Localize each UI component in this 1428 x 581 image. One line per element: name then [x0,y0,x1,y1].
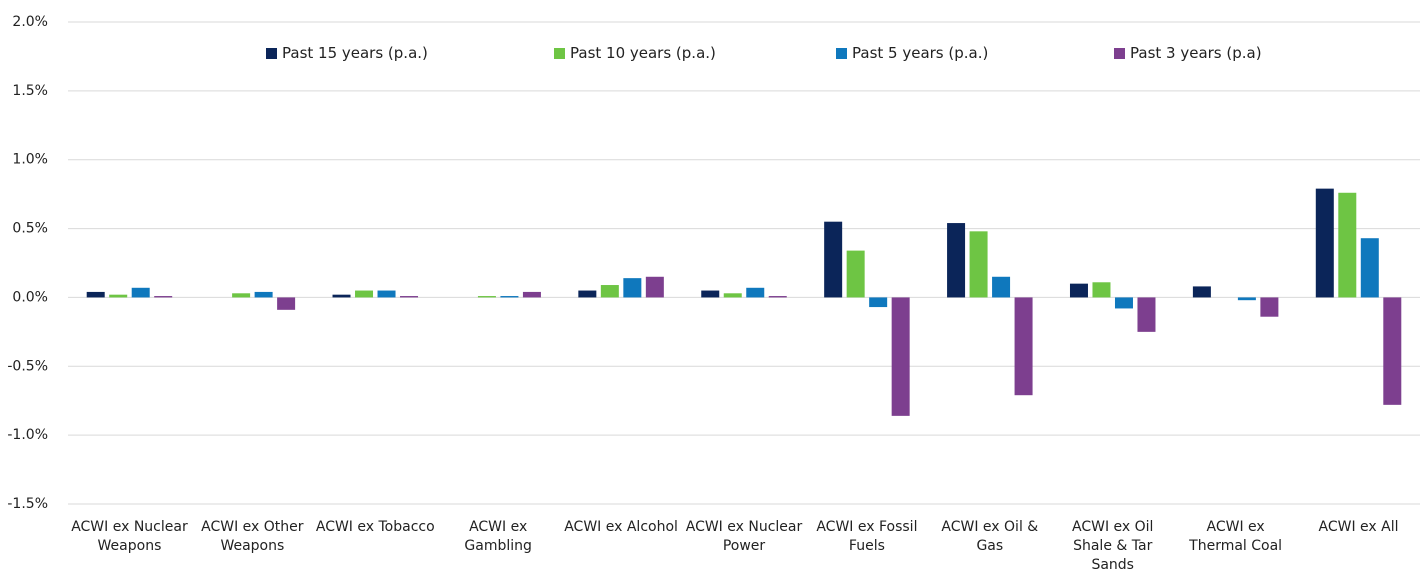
bar [400,296,419,298]
bar [109,294,128,298]
legend: Past 15 years (p.a.) Past 10 years (p.a.)… [266,44,1392,62]
bar [332,294,351,298]
bar [869,297,888,308]
legend-swatch [554,47,565,59]
y-tick-label: 1.0% [12,152,48,168]
legend-item: Past 10 years (p.a.) [554,44,836,62]
bar [232,293,251,298]
bar [891,297,910,416]
x-tick-label: ACWI ex Fossil Fuels [816,519,918,554]
bar [1192,286,1211,298]
bar [1338,192,1357,298]
bar [1014,297,1033,396]
bar [701,290,720,298]
y-tick-label: -1.5% [7,496,48,512]
bar [824,221,843,298]
bar [768,296,787,298]
bar [1137,297,1156,332]
bar [1237,297,1256,301]
bar [623,278,642,298]
bar [1383,297,1402,405]
bar [86,291,105,298]
legend-swatch [266,47,277,59]
bar [1114,297,1133,309]
y-tick-label: -0.5% [7,358,48,374]
y-tick-label: 0.5% [12,221,48,237]
bar [1360,238,1379,298]
x-tick-label: ACWI ex Nuclear Weapons [71,519,188,554]
legend-swatch [1114,47,1125,59]
bar [947,223,966,298]
legend-label: Past 3 years (p.a) [1130,44,1262,62]
legend-item: Past 15 years (p.a.) [266,44,554,62]
x-tick-label: ACWI ex Other Weapons [201,519,304,554]
bar [1260,297,1279,317]
bar [600,285,619,298]
legend-item: Past 3 years (p.a) [1114,44,1392,62]
bar [578,290,597,298]
y-tick-label: 1.5% [12,83,48,99]
legend-swatch [836,47,847,59]
legend-item: Past 5 years (p.a.) [836,44,1114,62]
x-tick-label: ACWI ex Alcohol [564,519,678,535]
bar [522,291,541,298]
bar [254,291,273,298]
bar [154,296,173,298]
x-tick-label: ACWI ex Oil Shale & Tar Sands [1072,519,1154,573]
bar [131,287,150,298]
bar [1069,283,1088,298]
x-tick-label: ACWI ex Oil & Gas [941,519,1039,554]
legend-label: Past 5 years (p.a.) [852,44,989,62]
bar [992,276,1011,298]
bar [500,296,519,298]
bar [846,250,865,298]
bar [746,287,765,298]
x-tick-label: ACWI ex All [1318,519,1399,535]
bar [1092,282,1111,298]
bar [969,231,988,298]
x-tick-label: ACWI ex Nuclear Power [685,519,803,554]
bar [1315,188,1334,298]
x-tick-label: ACWI ex Gambling [464,519,532,554]
y-tick-label: 2.0% [12,14,48,30]
y-tick-label: 0.0% [12,289,48,305]
bar [477,296,496,298]
x-tick-label: ACWI ex Tobacco [315,519,435,535]
bar [355,290,374,298]
x-tick-label: ACWI ex Thermal Coal [1189,519,1283,554]
y-tick-label: -1.0% [7,427,48,443]
bar [377,290,396,298]
bar [277,297,296,310]
bar [645,276,664,298]
legend-label: Past 10 years (p.a.) [570,44,716,62]
legend-label: Past 15 years (p.a.) [282,44,428,62]
bar [723,293,742,298]
